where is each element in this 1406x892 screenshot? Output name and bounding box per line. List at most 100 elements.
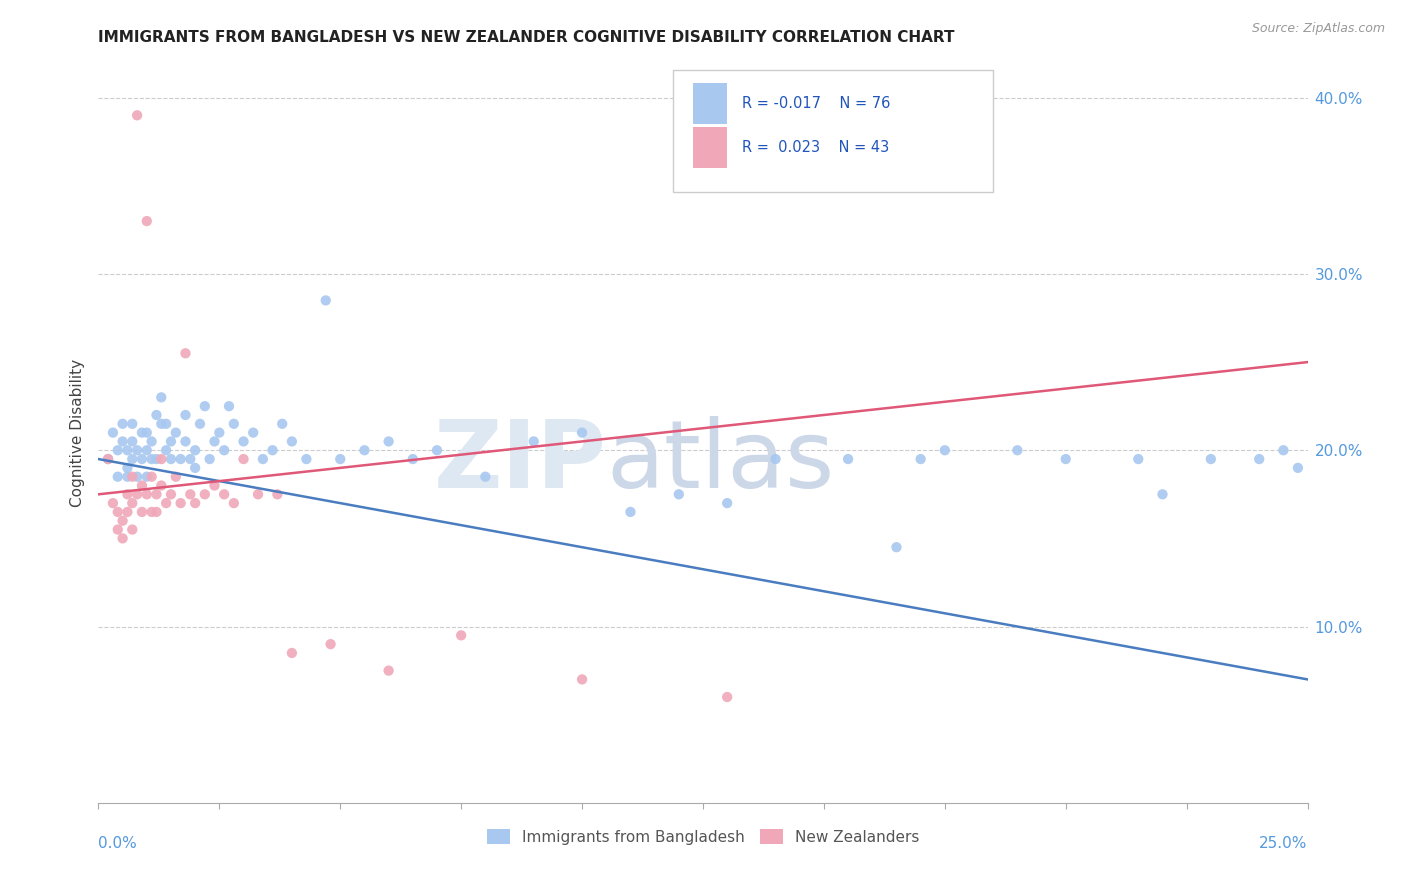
Point <box>101 496 124 510</box>
Point <box>117 487 139 501</box>
Point <box>179 487 201 501</box>
Point <box>619 505 641 519</box>
Point <box>1054 452 1077 467</box>
Point <box>131 452 153 467</box>
Point <box>247 487 270 501</box>
Point <box>402 452 425 467</box>
Point <box>141 452 163 467</box>
Point <box>194 487 217 501</box>
Point <box>266 487 288 501</box>
Point <box>135 487 157 501</box>
Text: R = -0.017    N = 76: R = -0.017 N = 76 <box>742 95 890 111</box>
Point <box>315 293 337 308</box>
Point <box>252 452 274 467</box>
Point <box>121 496 143 510</box>
Point <box>242 425 264 440</box>
Point <box>135 443 157 458</box>
Point <box>1286 461 1309 475</box>
Point <box>765 452 787 467</box>
Point <box>121 469 143 483</box>
Legend: Immigrants from Bangladesh, New Zealanders: Immigrants from Bangladesh, New Zealande… <box>481 822 925 851</box>
Point <box>117 505 139 519</box>
Point <box>145 452 167 467</box>
Point <box>212 487 235 501</box>
Bar <box>693 128 727 168</box>
Point <box>111 417 134 431</box>
Point <box>131 505 153 519</box>
Point <box>135 425 157 440</box>
Point <box>174 408 197 422</box>
Point <box>97 452 120 467</box>
Point <box>194 399 217 413</box>
Point <box>281 646 304 660</box>
Point <box>145 505 167 519</box>
Point <box>271 417 294 431</box>
Point <box>174 434 197 449</box>
Point <box>204 434 226 449</box>
Text: 25.0%: 25.0% <box>1260 836 1308 851</box>
Point <box>329 452 352 467</box>
Point <box>111 532 134 546</box>
Point <box>160 434 183 449</box>
Point <box>121 417 143 431</box>
Point <box>188 417 211 431</box>
Point <box>204 478 226 492</box>
Point <box>184 443 207 458</box>
Point <box>150 478 173 492</box>
Point <box>169 496 191 510</box>
Point <box>262 443 284 458</box>
Point <box>281 434 304 449</box>
Point <box>571 673 593 687</box>
Point <box>232 452 254 467</box>
Point <box>131 425 153 440</box>
Point <box>141 434 163 449</box>
Point <box>474 469 496 483</box>
Point <box>165 425 187 440</box>
Point <box>1249 452 1271 467</box>
Point <box>101 425 124 440</box>
Point <box>716 496 738 510</box>
Point <box>165 469 187 483</box>
Point <box>117 443 139 458</box>
Bar <box>693 83 727 123</box>
Point <box>179 452 201 467</box>
Point <box>426 443 449 458</box>
Point <box>450 628 472 642</box>
Text: Source: ZipAtlas.com: Source: ZipAtlas.com <box>1251 22 1385 36</box>
Point <box>319 637 342 651</box>
Point <box>198 452 221 467</box>
Point <box>222 496 245 510</box>
Point <box>107 523 129 537</box>
Point <box>155 443 177 458</box>
Point <box>117 461 139 475</box>
Point <box>121 452 143 467</box>
Point <box>1272 443 1295 458</box>
Point <box>127 108 149 122</box>
Point <box>184 461 207 475</box>
Text: IMMIGRANTS FROM BANGLADESH VS NEW ZEALANDER COGNITIVE DISABILITY CORRELATION CHA: IMMIGRANTS FROM BANGLADESH VS NEW ZEALAN… <box>98 29 955 45</box>
Y-axis label: Cognitive Disability: Cognitive Disability <box>69 359 84 507</box>
Text: atlas: atlas <box>606 417 835 508</box>
Point <box>212 443 235 458</box>
Point <box>97 452 120 467</box>
Point <box>208 425 231 440</box>
Point <box>668 487 690 501</box>
Point <box>377 434 399 449</box>
Point <box>131 478 153 492</box>
Point <box>1007 443 1029 458</box>
Point <box>160 452 183 467</box>
Point <box>934 443 956 458</box>
Point <box>160 487 183 501</box>
Text: R =  0.023    N = 43: R = 0.023 N = 43 <box>742 140 889 155</box>
Point <box>837 452 859 467</box>
Point <box>150 452 173 467</box>
Point <box>135 469 157 483</box>
Text: ZIP: ZIP <box>433 417 606 508</box>
Point <box>353 443 375 458</box>
FancyBboxPatch shape <box>672 70 993 192</box>
Point <box>145 408 167 422</box>
Point <box>121 523 143 537</box>
Point <box>1128 452 1150 467</box>
Point <box>150 390 173 404</box>
Point <box>1152 487 1174 501</box>
